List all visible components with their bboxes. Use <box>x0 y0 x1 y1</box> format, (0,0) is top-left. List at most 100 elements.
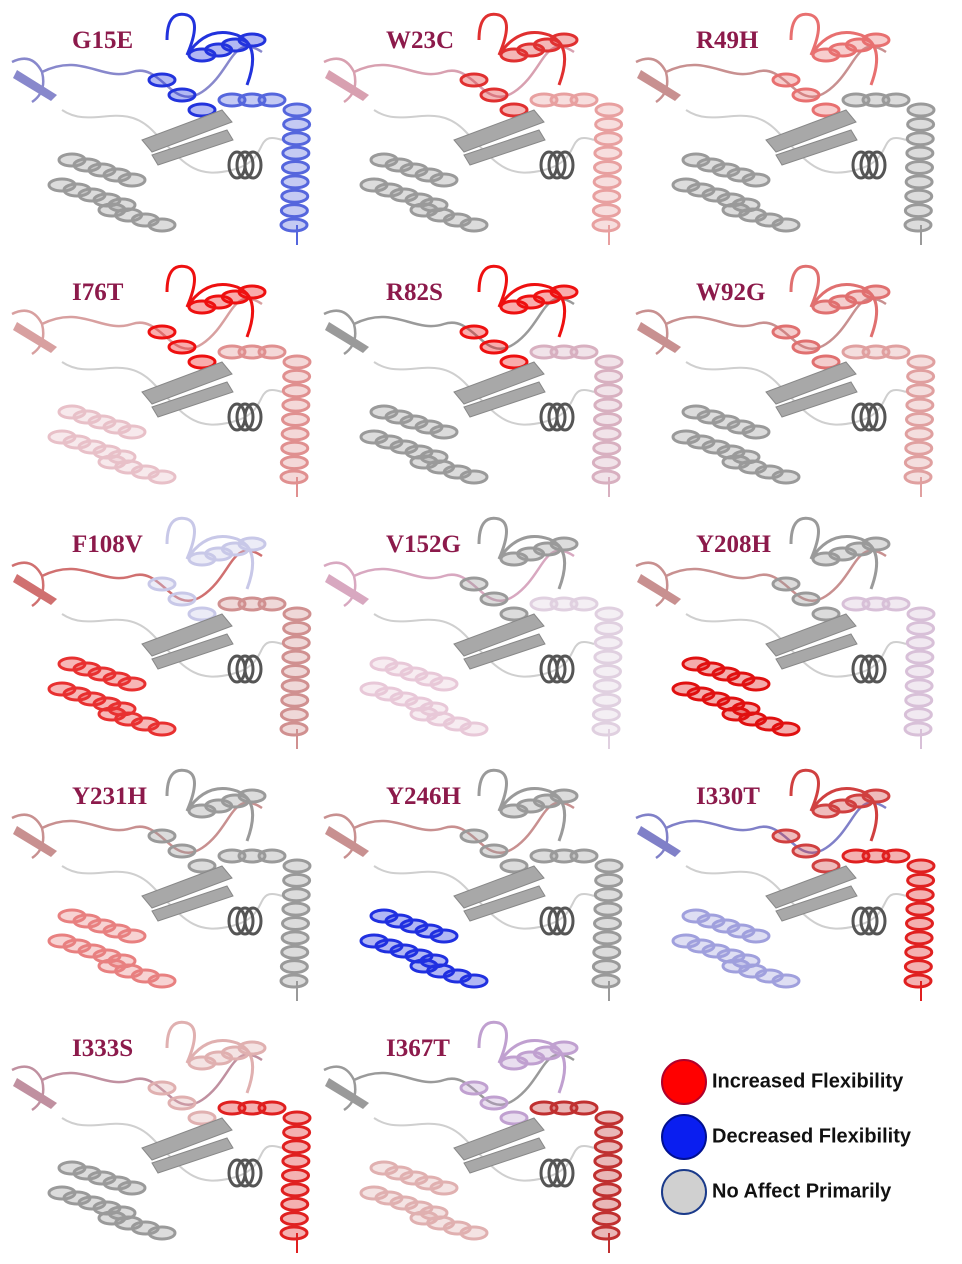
coil <box>61 613 283 678</box>
helix-turn <box>771 72 801 88</box>
helix-turn <box>861 32 891 48</box>
helix-turn <box>903 469 933 485</box>
panel-label: Y231H <box>72 783 148 810</box>
helix-turn <box>257 92 287 108</box>
helix-turn <box>237 92 267 108</box>
helix-turn <box>147 973 177 989</box>
sheet <box>637 574 681 605</box>
helix-turn <box>841 344 871 360</box>
helix-turn <box>841 596 871 612</box>
helix-turn <box>282 606 312 622</box>
helix-turn <box>594 354 624 370</box>
helix-turn <box>529 344 559 360</box>
protein-panel: G15E <box>11 12 312 245</box>
helix-turn <box>811 102 841 118</box>
helix-ring <box>547 150 567 180</box>
helix-turn <box>167 87 197 103</box>
helix-turn <box>861 596 891 612</box>
helix-turn <box>905 383 935 399</box>
panels: G15E W23C R49H I76T R82S W92G F108V V152G Y208H Y… <box>11 12 936 1253</box>
protein-panel: V152G <box>323 516 624 749</box>
panel-label: I367T <box>386 1035 450 1062</box>
sheet <box>765 361 858 418</box>
helix-turn <box>549 344 579 360</box>
coil <box>373 865 595 930</box>
helix-turn <box>187 1110 217 1126</box>
helix-turn <box>861 788 891 804</box>
helix-turn <box>167 1095 197 1111</box>
helix-turn <box>791 87 821 103</box>
helix-turn <box>282 116 312 132</box>
helix-turn <box>147 721 177 737</box>
helix-turn <box>593 649 623 665</box>
coil <box>685 865 907 930</box>
helix-turn <box>593 1139 623 1155</box>
helix-turn <box>167 843 197 859</box>
helix-ring <box>859 906 879 936</box>
helix-turn <box>569 344 599 360</box>
helix-turn <box>237 788 267 804</box>
helix-turn <box>904 426 934 442</box>
helix-turn <box>771 828 801 844</box>
protein-panel: I330T <box>635 768 936 1001</box>
helix-turn <box>549 92 579 108</box>
helix-turn <box>904 944 934 960</box>
helix-turn <box>147 324 177 340</box>
helix-turn <box>904 930 934 946</box>
helix-turn <box>593 145 623 161</box>
helix-ring <box>859 402 879 432</box>
sheet <box>453 109 546 166</box>
helix-turn <box>282 1124 312 1140</box>
helix-turn <box>187 858 217 874</box>
helix-turn <box>281 1139 311 1155</box>
helix-turn <box>592 944 622 960</box>
helix-turn <box>593 412 622 427</box>
helix-turn <box>861 848 891 864</box>
helix-turn <box>529 848 559 864</box>
helix-turn <box>217 596 247 612</box>
helix-turn <box>281 635 311 651</box>
helix-turn <box>841 848 871 864</box>
helix-turn <box>479 591 509 607</box>
helix-turn <box>237 1100 267 1116</box>
panel-label: V152G <box>386 531 461 558</box>
helix-turn <box>905 916 934 931</box>
helix-turn <box>903 973 933 989</box>
protein-panel: R82S <box>323 264 624 497</box>
helix-turn <box>529 92 559 108</box>
helix-turn <box>117 172 147 188</box>
helix-turn <box>459 576 489 592</box>
helix-turn <box>591 1211 621 1227</box>
helix-ring <box>555 402 575 432</box>
helix-turn <box>905 635 935 651</box>
helix-turn <box>237 344 267 360</box>
helix-turn <box>741 172 771 188</box>
sheet <box>13 1078 57 1109</box>
helix-turn <box>906 872 936 888</box>
helix-turn <box>741 928 771 944</box>
helix-turn <box>279 721 309 737</box>
helix-turn <box>906 368 936 384</box>
sheet <box>325 826 369 857</box>
helix-ring <box>235 906 255 936</box>
panel-label: I333S <box>72 1035 133 1062</box>
helix-turn <box>591 203 621 219</box>
helix-turn <box>592 930 622 946</box>
helix-turn <box>499 858 529 874</box>
helix-turn <box>217 92 247 108</box>
coil <box>61 865 283 930</box>
helix-turn <box>281 131 311 147</box>
helix-turn <box>237 596 267 612</box>
helix-turn <box>591 721 621 737</box>
helix-turn <box>281 145 311 161</box>
sheet <box>141 613 234 670</box>
helix-turn <box>459 721 489 737</box>
panel-label: F108V <box>72 531 143 558</box>
helix-turn <box>593 1153 623 1169</box>
helix-turn <box>281 916 310 931</box>
sheet <box>141 1117 234 1174</box>
helix-turn <box>549 788 579 804</box>
helix-turn <box>741 424 771 440</box>
sheet <box>141 109 234 166</box>
helix-turn <box>592 188 622 204</box>
